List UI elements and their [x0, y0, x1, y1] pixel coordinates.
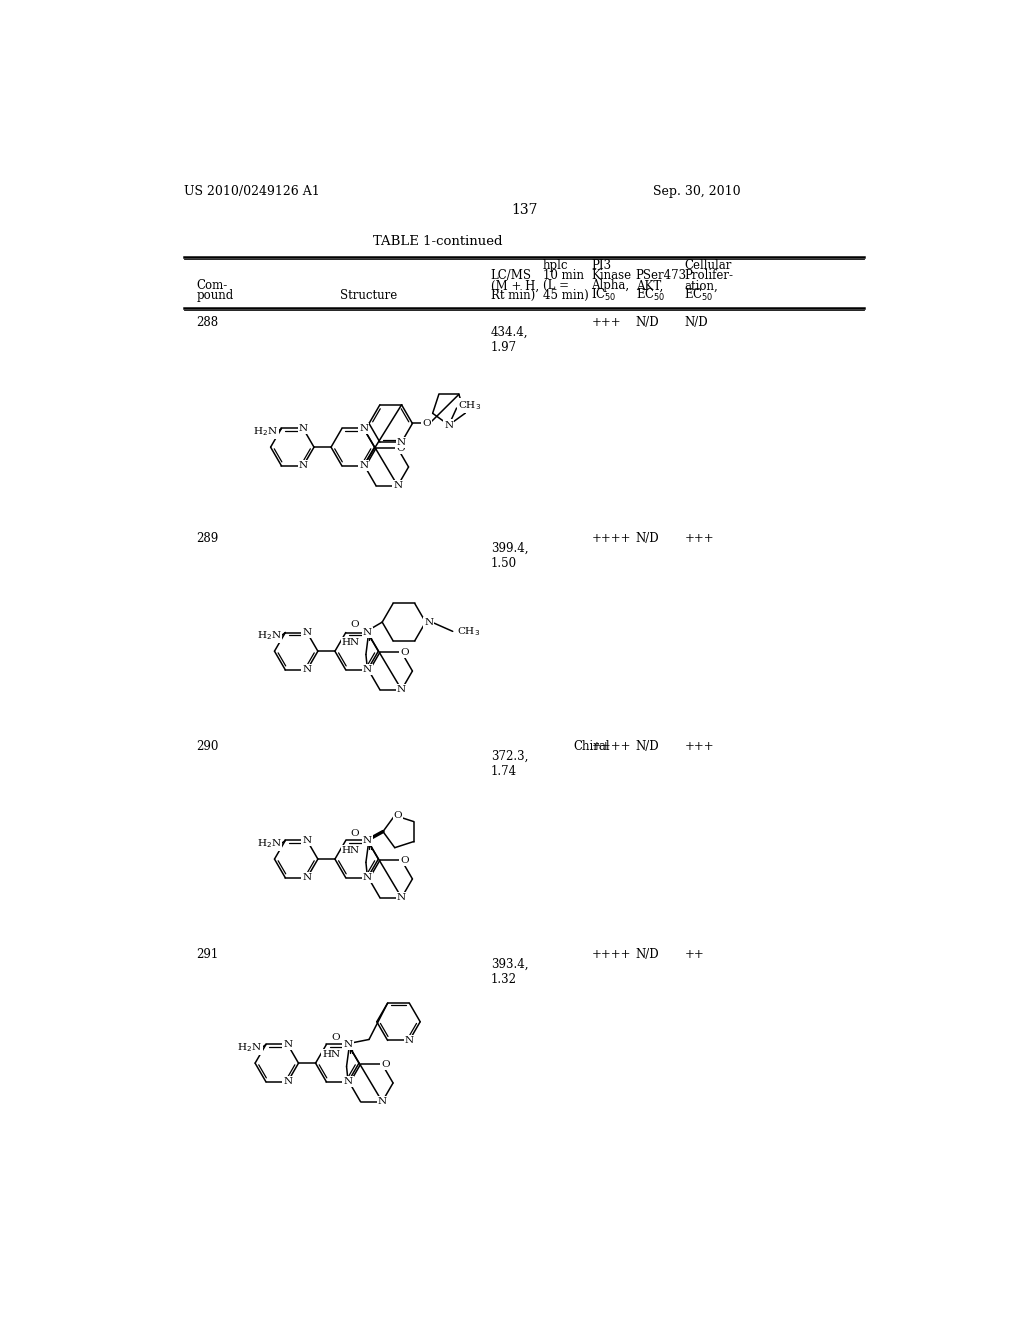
Text: PI3: PI3 — [592, 259, 611, 272]
Text: +++: +++ — [592, 317, 622, 329]
Text: N: N — [343, 1077, 352, 1086]
Text: pound: pound — [197, 289, 233, 302]
Text: N: N — [299, 461, 308, 470]
Text: O: O — [393, 810, 402, 820]
Text: HN: HN — [342, 639, 359, 647]
Text: AKT,: AKT, — [636, 280, 663, 292]
Text: 399.4,
1.50: 399.4, 1.50 — [490, 543, 528, 570]
Text: ation,: ation, — [684, 280, 718, 292]
Text: N: N — [424, 618, 433, 627]
Text: +++: +++ — [684, 532, 714, 545]
Text: O: O — [396, 444, 406, 453]
Text: 393.4,
1.32: 393.4, 1.32 — [490, 958, 528, 986]
Text: N: N — [362, 628, 372, 638]
Text: (L =: (L = — [543, 280, 568, 292]
Text: EC$_{50}$: EC$_{50}$ — [684, 288, 714, 304]
Text: N/D: N/D — [636, 532, 659, 545]
Text: Structure: Structure — [340, 289, 397, 302]
Text: 45 min): 45 min) — [543, 289, 589, 302]
Text: N: N — [302, 874, 311, 882]
Text: N: N — [283, 1040, 292, 1049]
Text: N: N — [359, 424, 369, 433]
Text: Rt min): Rt min) — [490, 289, 535, 302]
Text: N/D: N/D — [684, 317, 708, 329]
Text: H$_2$N: H$_2$N — [257, 630, 282, 642]
Text: 372.3,
1.74: 372.3, 1.74 — [490, 750, 528, 777]
Text: 434.4,
1.97: 434.4, 1.97 — [490, 326, 528, 354]
Text: ++++: ++++ — [592, 739, 631, 752]
Text: O: O — [332, 1034, 340, 1043]
Text: EC$_{50}$: EC$_{50}$ — [636, 288, 666, 304]
Text: CH$_3$: CH$_3$ — [458, 400, 481, 412]
Text: Alpha,: Alpha, — [592, 280, 630, 292]
Text: N: N — [444, 421, 454, 429]
Text: hplc: hplc — [543, 259, 568, 272]
Text: N: N — [302, 628, 311, 638]
Text: N: N — [397, 894, 407, 902]
Text: O: O — [381, 1060, 389, 1069]
Text: Sep. 30, 2010: Sep. 30, 2010 — [652, 185, 740, 198]
Text: N: N — [283, 1077, 292, 1086]
Text: +++: +++ — [684, 739, 714, 752]
Text: 291: 291 — [197, 948, 218, 961]
Text: N/D: N/D — [636, 739, 659, 752]
Text: (M + H,: (M + H, — [490, 280, 539, 292]
Text: O: O — [400, 648, 409, 657]
Text: TABLE 1-continued: TABLE 1-continued — [374, 235, 503, 248]
Text: Prolifer-: Prolifer- — [684, 269, 733, 282]
Text: 10 min: 10 min — [543, 269, 584, 282]
Text: Com-: Com- — [197, 280, 227, 292]
Text: N: N — [362, 874, 372, 882]
Text: O: O — [400, 855, 409, 865]
Text: O: O — [351, 620, 359, 628]
Text: 289: 289 — [197, 532, 218, 545]
Text: HN: HN — [323, 1051, 340, 1060]
Text: Cellular: Cellular — [684, 259, 732, 272]
Text: N: N — [397, 438, 407, 446]
Text: N: N — [302, 665, 311, 675]
Text: H$_2$N: H$_2$N — [253, 425, 278, 438]
Text: N: N — [343, 1040, 352, 1049]
Text: 288: 288 — [197, 317, 218, 329]
Text: ++++: ++++ — [592, 532, 631, 545]
Text: 290: 290 — [197, 739, 218, 752]
Text: ++: ++ — [684, 948, 705, 961]
Text: N: N — [378, 1097, 387, 1106]
Text: H$_2$N: H$_2$N — [257, 837, 282, 850]
Text: US 2010/0249126 A1: US 2010/0249126 A1 — [183, 185, 319, 198]
Text: N/D: N/D — [636, 948, 659, 961]
Text: N/D: N/D — [636, 317, 659, 329]
Text: ++++: ++++ — [592, 948, 631, 961]
Text: N: N — [359, 461, 369, 470]
Text: Chiral: Chiral — [573, 739, 610, 752]
Text: H$_2$N: H$_2$N — [238, 1041, 262, 1053]
Text: O: O — [422, 418, 431, 428]
Text: N: N — [362, 836, 372, 845]
Text: PSer473: PSer473 — [636, 269, 687, 282]
Text: 137: 137 — [512, 203, 538, 216]
Text: Kinase: Kinase — [592, 269, 632, 282]
Text: N: N — [404, 1036, 414, 1045]
Text: LC/MS: LC/MS — [490, 269, 531, 282]
Text: CH$_3$: CH$_3$ — [457, 624, 480, 638]
Text: N: N — [362, 665, 372, 675]
Text: N: N — [397, 685, 407, 694]
Text: N: N — [299, 424, 308, 433]
Text: O: O — [351, 829, 359, 838]
Text: HN: HN — [342, 846, 359, 855]
Text: IC$_{50}$: IC$_{50}$ — [592, 288, 617, 304]
Text: N: N — [393, 482, 402, 490]
Text: N: N — [302, 836, 311, 845]
